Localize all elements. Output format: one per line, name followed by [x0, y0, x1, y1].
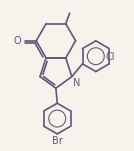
- Text: Br: Br: [52, 136, 63, 146]
- Text: N: N: [73, 78, 81, 88]
- Text: O: O: [14, 36, 22, 46]
- Text: Cl: Cl: [106, 51, 115, 61]
